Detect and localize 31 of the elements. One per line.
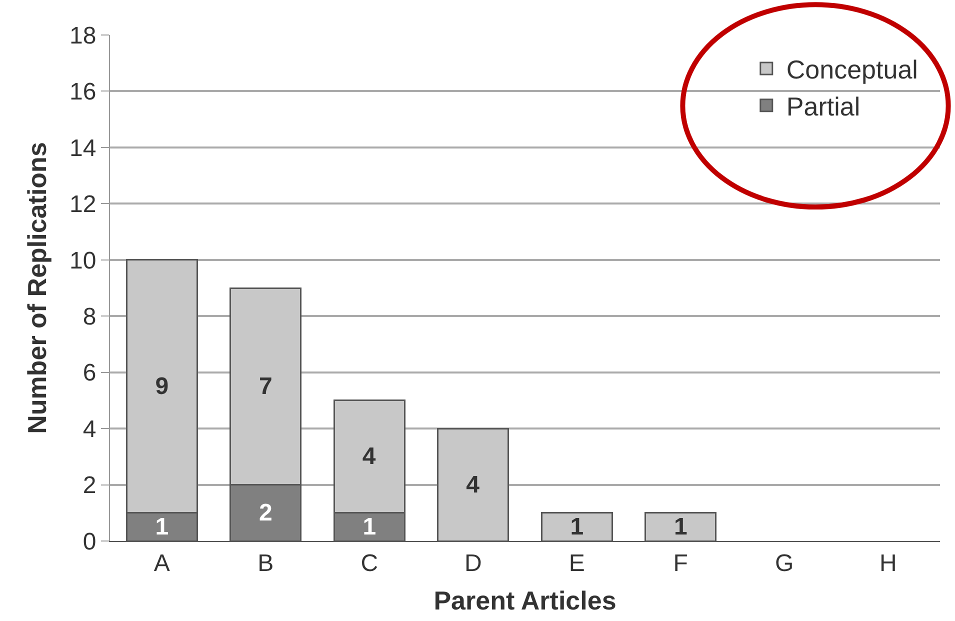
legend-label: Partial: [786, 91, 860, 122]
data-label: 7: [258, 372, 272, 400]
legend-label: Conceptual: [786, 54, 918, 85]
x-tick-label: C: [360, 550, 378, 577]
y-tick-label: 0: [82, 528, 96, 556]
y-tick-label: 12: [69, 191, 96, 218]
x-tick-label: A: [154, 550, 170, 577]
x-tick-label: H: [879, 550, 897, 577]
data-label: 4: [362, 443, 376, 470]
y-axis-title: Number of Replications: [22, 142, 52, 434]
y-tick-label: 6: [82, 360, 96, 387]
data-label: 1: [570, 513, 584, 540]
x-tick-label: E: [568, 550, 585, 577]
y-tick-label: 14: [69, 134, 96, 162]
data-label: 1: [362, 513, 376, 540]
x-axis-title: Parent Articles: [434, 586, 616, 616]
data-label: 1: [674, 513, 688, 540]
x-tick-label: F: [673, 550, 688, 577]
data-label: 1: [155, 513, 169, 540]
x-tick-label: D: [464, 550, 482, 577]
data-label: 2: [258, 499, 272, 526]
x-tick-label: G: [775, 550, 794, 577]
y-tick-label: 4: [82, 416, 96, 443]
y-tick-label: 16: [69, 78, 96, 106]
data-label: 4: [466, 471, 480, 498]
y-tick-label: 2: [82, 472, 96, 500]
y-tick-label: 8: [82, 304, 96, 331]
x-tick-label: B: [258, 550, 274, 577]
y-tick-label: 18: [69, 22, 96, 50]
y-tick-label: 10: [69, 247, 96, 274]
data-label: 9: [155, 372, 169, 400]
